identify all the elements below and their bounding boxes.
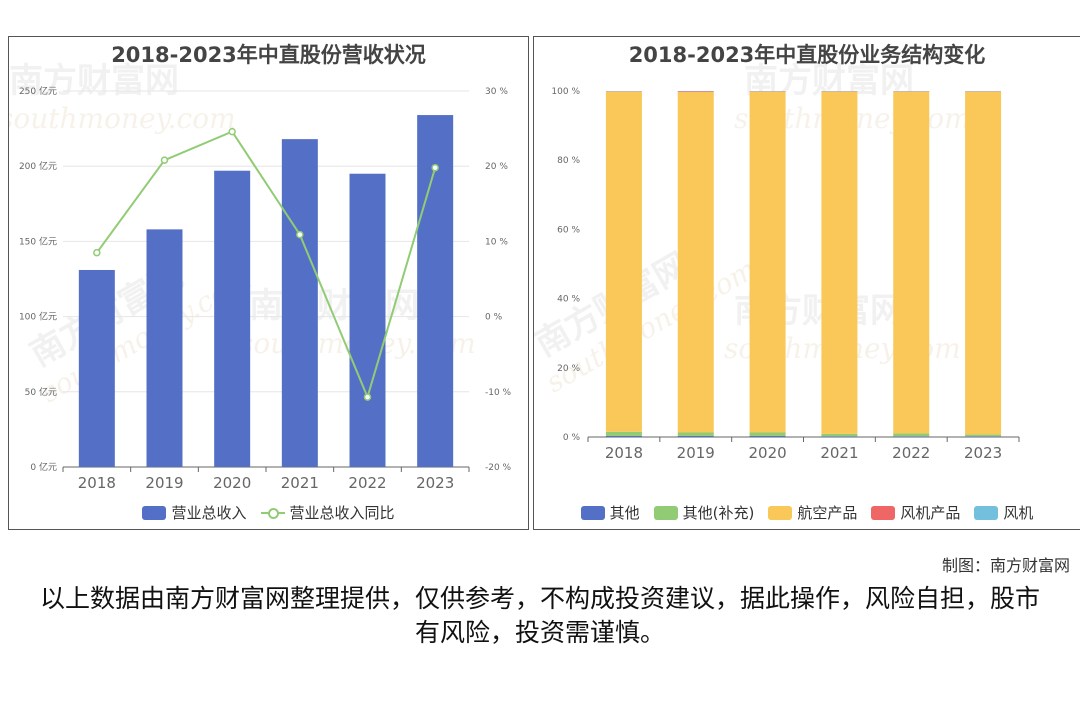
legend-item-wind-turbine-products[interactable]: 风机产品 (871, 502, 960, 523)
x-tick-label: 2023 (416, 474, 454, 492)
y-right-tick-label: 20 % (485, 162, 508, 172)
y-left-tick-label: 200 亿元 (19, 160, 57, 172)
structure-chart-title: 2018-2023年中直股份业务结构变化 (628, 43, 986, 67)
y-left-tick-label: 150 亿元 (19, 235, 57, 247)
y-right-tick-label: -20 % (485, 463, 512, 473)
y-tick-label: 0 % (563, 433, 581, 443)
stacked-bar-segment (893, 436, 930, 437)
stacked-bar-segment (677, 432, 714, 436)
chart-credit: 制图：南方财富网 (941, 556, 1070, 575)
stacked-bar-segment (965, 434, 1002, 437)
legend-item-revenue-yoy[interactable]: 营业总收入同比 (260, 502, 395, 523)
stacked-bar-segment (893, 433, 930, 437)
y-left-tick-label: 250 亿元 (19, 85, 57, 97)
legend-item-aviation-products[interactable]: 航空产品 (768, 502, 857, 523)
y-right-tick-label: 10 % (485, 237, 508, 247)
legend-item-revenue[interactable]: 营业总收入 (142, 502, 247, 523)
y-left-tick-label: 50 亿元 (25, 386, 57, 398)
structure-chart-plot: 0 % 20 % 40 % 60 % 80 % 100 % 2018 2019 2020 2021… (551, 87, 1020, 462)
y-tick-label: 100 % (551, 87, 580, 97)
legend-swatch-aviation-products (768, 505, 793, 520)
stacked-bar-segment (893, 91, 930, 434)
legend-label-revenue-yoy: 营业总收入同比 (289, 504, 395, 522)
revenue-yoy-point (160, 156, 169, 164)
revenue-chart-title: 2018-2023年中直股份营收状况 (111, 43, 426, 67)
stacked-bar-segment (749, 91, 786, 433)
y-right-tick-label: 30 % (485, 87, 508, 97)
stacked-bar-segment (965, 436, 1002, 437)
revenue-bar (281, 139, 318, 467)
y-tick-label: 80 % (557, 156, 580, 166)
revenue-chart-legend[interactable]: 营业总收入 营业总收入同比 (9, 502, 528, 523)
legend-swatch-revenue-yoy (260, 506, 285, 520)
stacked-bar-segment (605, 431, 642, 436)
y-tick-label: 20 % (557, 364, 580, 374)
stacked-bar-segment (821, 91, 858, 434)
business-structure-chart-panel: 南方财富网southmoney.com南方财富网southmoney.com南方… (533, 36, 1080, 530)
x-tick-label: 2022 (348, 474, 386, 492)
y-left-tick-label: 100 亿元 (19, 311, 57, 323)
y-right-tick-label: -10 % (485, 388, 512, 398)
revenue-chart-panel: 南方财富网southmoney.com南方财富网southmoney.com南方… (8, 36, 529, 530)
x-tick-label: 2020 (748, 444, 786, 462)
revenue-bar (417, 115, 454, 468)
disclaimer-text: 以上数据由南方财富网整理提供，仅供参考，不构成投资建议，据此操作，风险自担，股市… (40, 584, 1041, 647)
legend-label-wind-turbine: 风机 (1003, 504, 1034, 522)
stacked-bar-segment (677, 435, 714, 437)
stacked-bar-segment (677, 92, 714, 433)
legend-swatch-other-supplement (653, 505, 678, 520)
legend-swatch-other (580, 505, 605, 520)
legend-item-other[interactable]: 其他 (580, 502, 640, 523)
x-tick-label: 2023 (964, 444, 1002, 462)
x-tick-label: 2019 (677, 444, 715, 462)
revenue-bar (349, 173, 386, 467)
stacked-bar-segment (965, 91, 1002, 435)
stacked-bar-segment (605, 435, 642, 437)
y-tick-label: 40 % (557, 295, 580, 305)
revenue-yoy-point (296, 230, 304, 239)
stacked-bar-segment (821, 433, 858, 437)
stacked-bar-segment (749, 432, 786, 436)
x-tick-label: 2018 (78, 474, 116, 492)
revenue-chart-plot: 0 亿元 50 亿元 100 亿元 150 亿元 200 亿元 250 亿元 -20 % -1… (19, 85, 512, 492)
y-tick-label: 60 % (557, 225, 580, 235)
stacked-bar-segment (749, 435, 786, 437)
revenue-yoy-point (228, 127, 236, 136)
x-tick-label: 2019 (145, 474, 183, 492)
stacked-bar-segment (821, 436, 858, 437)
revenue-bar (146, 229, 183, 467)
x-tick-label: 2018 (605, 444, 643, 462)
x-tick-label: 2022 (892, 444, 930, 462)
legend-swatch-wind-turbine-products (871, 505, 896, 520)
legend-label-aviation-products: 航空产品 (797, 504, 858, 522)
legend-item-other-supplement[interactable]: 其他(补充) (653, 502, 755, 523)
structure-chart-legend[interactable]: 其他 其他(补充) 航空产品 风机产品 风机 (534, 502, 1080, 523)
revenue-yoy-point (363, 393, 372, 401)
legend-label-other-supplement: 其他(补充) (682, 504, 755, 522)
revenue-yoy-point (93, 248, 101, 257)
x-tick-label: 2020 (213, 474, 251, 492)
legend-item-wind-turbine[interactable]: 风机 (974, 502, 1033, 523)
legend-swatch-wind-turbine (974, 505, 999, 520)
x-tick-label: 2021 (820, 444, 858, 462)
y-right-tick-label: 0 % (485, 313, 503, 323)
revenue-bar (78, 269, 115, 467)
stacked-bar-segment (677, 91, 714, 93)
legend-swatch-revenue (142, 505, 167, 520)
y-left-tick-label: 0 亿元 (30, 461, 57, 473)
revenue-yoy-point (431, 163, 439, 172)
revenue-yoy-line (96, 130, 437, 401)
legend-label-revenue: 营业总收入 (171, 504, 247, 522)
legend-label-other: 其他 (609, 504, 640, 522)
x-tick-label: 2021 (281, 474, 319, 492)
legend-label-wind-turbine-products: 风机产品 (900, 504, 961, 522)
revenue-bar (214, 170, 251, 467)
stacked-bar-segment (605, 91, 642, 432)
